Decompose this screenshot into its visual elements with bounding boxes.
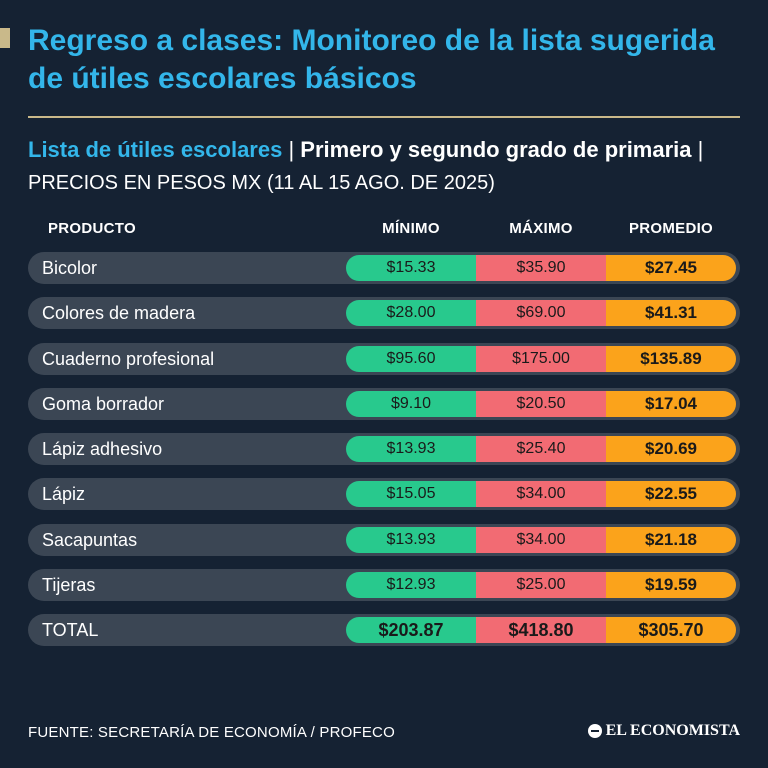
- subtitle-separator-2: |: [691, 137, 704, 162]
- min-price: $28.00: [346, 300, 476, 327]
- min-price: $13.93: [346, 526, 476, 553]
- product-name: Cuaderno profesional: [42, 348, 215, 369]
- table-row: Lápiz adhesivo $13.93 $25.40 $20.69: [28, 433, 740, 466]
- title-divider: [28, 116, 740, 118]
- subtitle-list-name: Lista de útiles escolares: [28, 137, 283, 162]
- max-price: $20.50: [476, 390, 606, 417]
- table-row: Lápiz $15.05 $34.00 $22.55: [28, 478, 740, 511]
- publisher-logo: EL ECONOMISTA: [587, 722, 740, 740]
- max-price: $34.00: [476, 481, 606, 508]
- max-price: $25.00: [476, 572, 606, 599]
- avg-price: $19.59: [606, 572, 736, 599]
- min-price: $95.60: [346, 345, 476, 372]
- max-price: $69.00: [476, 300, 606, 327]
- table-row: Bicolor $15.33 $35.90 $27.45: [28, 252, 740, 284]
- total-avg-price: $305.70: [606, 617, 736, 644]
- table-row: Goma borrador $9.10 $20.50 $17.04: [28, 387, 740, 420]
- total-min-price: $203.87: [346, 617, 476, 644]
- product-name: Goma borrador: [42, 393, 165, 414]
- total-label: TOTAL: [42, 620, 99, 641]
- avg-price: $21.18: [606, 526, 736, 553]
- subtitle-separator: |: [282, 137, 301, 162]
- avg-price: $41.31: [606, 300, 736, 327]
- max-price: $25.40: [476, 436, 606, 463]
- avg-price: $17.04: [606, 390, 736, 417]
- product-name: Lápiz adhesivo: [42, 439, 163, 460]
- publisher-logo-text: EL ECONOMISTA: [605, 722, 740, 739]
- avg-price: $27.45: [606, 255, 736, 281]
- subtitle-prices-note: PRECIOS EN PESOS MX (11 AL 15 AGO. DE 20…: [28, 172, 495, 194]
- product-name: Lápiz: [42, 484, 86, 505]
- product-name: Colores de madera: [42, 303, 196, 324]
- table-row: Sacapuntas $13.93 $34.00 $21.18: [28, 523, 740, 556]
- min-price: $15.33: [346, 255, 476, 281]
- source-note: FUENTE: SECRETARÍA DE ECONOMÍA / PROFECO: [28, 724, 395, 741]
- column-header-max: MÁXIMO: [509, 220, 573, 237]
- avg-price: $135.89: [606, 345, 736, 372]
- min-price: $12.93: [346, 572, 476, 599]
- subtitle: Lista de útiles escolares | Primero y se…: [28, 134, 748, 199]
- avg-price: $20.69: [606, 436, 736, 463]
- accent-bar: [0, 28, 10, 48]
- subtitle-grade: Primero y segundo grado de primaria: [300, 137, 692, 162]
- max-price: $175.00: [476, 345, 606, 372]
- page-title: Regreso a clases: Monitoreo de la lista …: [28, 24, 715, 95]
- table-row: Tijeras $12.93 $25.00 $19.59: [28, 569, 740, 602]
- table-row: Cuaderno profesional $95.60 $175.00 $135…: [28, 342, 740, 375]
- min-price: $13.93: [346, 436, 476, 463]
- table-row: Colores de madera $28.00 $69.00 $41.31: [28, 297, 740, 330]
- table-row-total: TOTAL $203.87 $418.80 $305.70: [28, 614, 740, 647]
- column-header-min: MÍNIMO: [382, 220, 440, 237]
- column-header-product: PRODUCTO: [48, 220, 136, 237]
- total-max-price: $418.80: [476, 617, 606, 644]
- min-price: $9.10: [346, 390, 476, 417]
- max-price: $35.90: [476, 255, 606, 281]
- price-table: Bicolor $15.33 $35.90 $27.45 Colores de …: [28, 252, 740, 660]
- max-price: $34.00: [476, 526, 606, 553]
- column-header-avg: PROMEDIO: [628, 220, 714, 237]
- avg-price: $22.55: [606, 481, 736, 508]
- el-economista-mark-icon: [587, 724, 602, 738]
- product-name: Bicolor: [42, 258, 98, 278]
- product-name: Tijeras: [42, 575, 96, 596]
- min-price: $15.05: [346, 481, 476, 508]
- product-name: Sacapuntas: [42, 529, 138, 550]
